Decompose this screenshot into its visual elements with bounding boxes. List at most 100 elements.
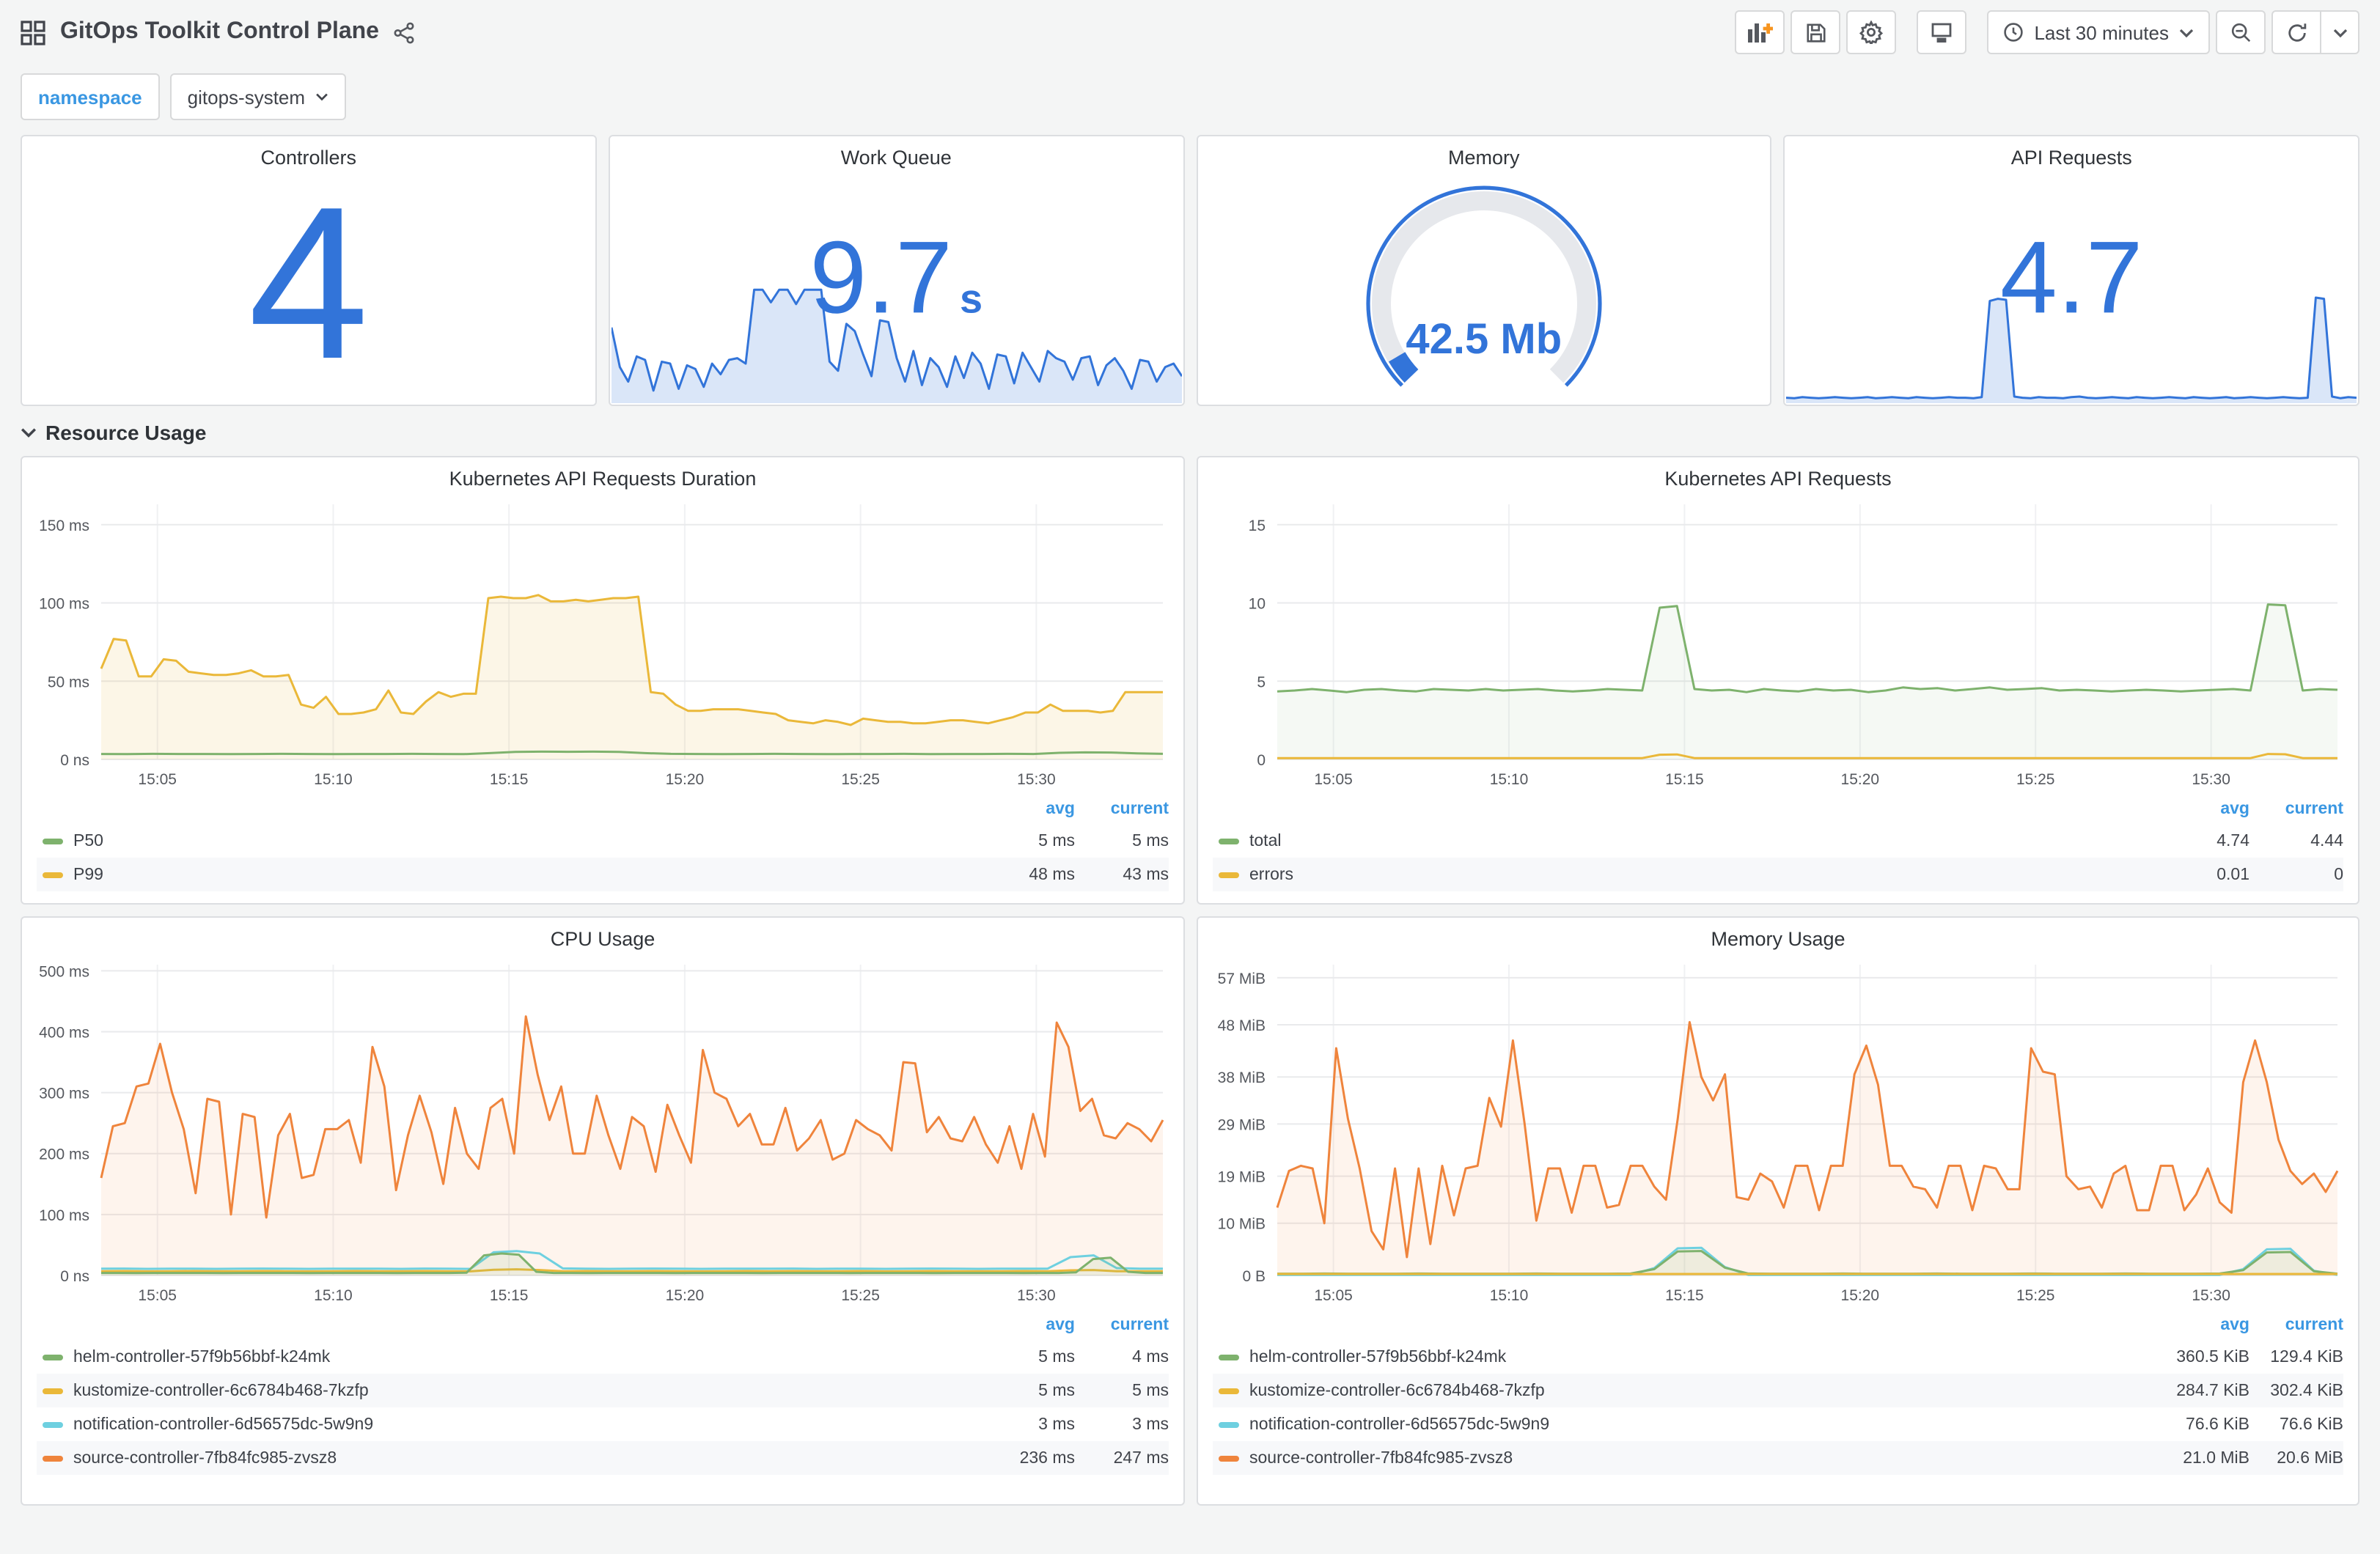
series-label[interactable]: kustomize-controller-6c6784b468-7kzfp — [1249, 1382, 1545, 1399]
variables-row: namespace gitops-system — [0, 65, 2380, 135]
duration-chart[interactable]: 15:05 15:10 15:15 15:20 15:25 15:30 0 ns 50 ms 1… — [31, 493, 1175, 792]
svg-text:0 ns: 0 ns — [60, 1268, 89, 1285]
series-avg-value: 360.5 KiB — [2176, 1348, 2249, 1366]
series-color-swatch[interactable] — [43, 838, 63, 844]
share-icon[interactable] — [394, 21, 416, 43]
legend-sort-avg[interactable]: avg — [2220, 1317, 2249, 1334]
refresh-button[interactable] — [2271, 10, 2321, 54]
svg-text:15:25: 15:25 — [2016, 1287, 2055, 1304]
save-dashboard-button[interactable] — [1790, 10, 1841, 54]
series-color-swatch[interactable] — [1219, 1455, 1239, 1461]
legend-header: avg current — [1213, 1311, 2343, 1340]
api-requests-sparkline[interactable] — [1786, 290, 2357, 404]
legend-sort-current[interactable]: current — [2285, 800, 2343, 818]
series-color-swatch[interactable] — [1219, 1354, 1239, 1360]
series-color-swatch[interactable] — [1219, 838, 1239, 844]
panel-title[interactable]: API Requests — [2010, 147, 2132, 169]
legend-sort-current[interactable]: current — [1110, 1317, 1169, 1334]
series-label[interactable]: helm-controller-57f9b56bbf-k24mk — [1249, 1348, 1507, 1366]
legend-sort-current[interactable]: current — [2285, 1317, 2343, 1334]
series-color-swatch[interactable] — [43, 1455, 63, 1461]
series-label[interactable]: total — [1249, 832, 1282, 850]
namespace-variable-value: gitops-system — [187, 86, 306, 108]
chart-svg: 15:05 15:10 15:15 15:20 15:25 15:30 0 5 10 15 — [1249, 504, 2338, 788]
svg-text:300 ms: 300 ms — [39, 1086, 89, 1102]
memory-chart[interactable]: 15:05 15:10 15:15 15:20 15:25 15:30 0 B 10 MiB 1… — [1207, 953, 2349, 1308]
series-color-swatch[interactable] — [43, 1354, 63, 1360]
series-avg-value: 284.7 KiB — [2176, 1382, 2249, 1399]
series-current-value: 43 ms — [1123, 866, 1169, 883]
series-avg-value: 5 ms — [1038, 832, 1075, 850]
panel-title[interactable]: Kubernetes API Requests — [1664, 468, 1892, 490]
panel-title[interactable]: Memory Usage — [1711, 928, 1845, 950]
series-label[interactable]: P50 — [73, 832, 103, 850]
series-label[interactable]: notification-controller-6d56575dc-5w9n9 — [1249, 1415, 1550, 1433]
legend-row: notification-controller-6d56575dc-5w9n9 3… — [37, 1407, 1169, 1441]
kiosk-mode-button[interactable] — [1917, 10, 1967, 54]
panel-title[interactable]: Memory — [1447, 147, 1520, 169]
work-queue-sparkline[interactable] — [610, 274, 1183, 404]
series-current-value: 5 ms — [1132, 1382, 1169, 1399]
series-current-value: 302.4 KiB — [2270, 1382, 2343, 1399]
svg-text:200 ms: 200 ms — [39, 1146, 89, 1163]
svg-text:400 ms: 400 ms — [39, 1024, 89, 1041]
zoom-out-time-button[interactable] — [2216, 10, 2266, 54]
svg-text:15:15: 15:15 — [1665, 771, 1704, 788]
series-avg-value: 3 ms — [1038, 1415, 1075, 1433]
requests-chart[interactable]: 15:05 15:10 15:15 15:20 15:25 15:30 0 5 10 15 — [1207, 493, 2349, 792]
series-label[interactable]: source-controller-7fb84fc985-zvsz8 — [1249, 1449, 1513, 1467]
panel-title[interactable]: Work Queue — [840, 147, 952, 169]
legend-header: avg current — [1213, 795, 2343, 824]
memory-gauge-value: 42.5 Mb — [1406, 317, 1562, 364]
legend-sort-current[interactable]: current — [1110, 800, 1169, 818]
svg-text:0: 0 — [1257, 752, 1266, 769]
series-label[interactable]: P99 — [73, 866, 103, 883]
svg-text:15:10: 15:10 — [314, 1287, 353, 1304]
chevron-down-icon — [316, 93, 328, 101]
section-resource-usage[interactable]: Resource Usage — [21, 421, 2359, 444]
refresh-interval-dropdown[interactable] — [2321, 10, 2359, 54]
svg-text:15:15: 15:15 — [490, 771, 529, 788]
series-label[interactable]: errors — [1249, 866, 1294, 883]
legend-sort-avg[interactable]: avg — [1046, 1317, 1075, 1334]
time-range-picker[interactable]: Last 30 minutes — [1987, 10, 2210, 54]
svg-text:150 ms: 150 ms — [39, 518, 89, 534]
legend-sort-avg[interactable]: avg — [1046, 800, 1075, 818]
svg-text:15:25: 15:25 — [841, 771, 880, 788]
panel-k8s-api-requests: Kubernetes API Requests 15:05 15:10 15:15 1… — [1197, 456, 2359, 905]
legend-header: avg current — [37, 795, 1169, 824]
svg-text:15:10: 15:10 — [314, 771, 353, 788]
panel-title[interactable]: Controllers — [260, 147, 357, 169]
panel-cpu-usage: CPU Usage 15:05 15:10 15:15 15:20 15:25 15:30… — [21, 916, 1185, 1506]
legend-row: P50 5 ms 5 ms — [37, 824, 1169, 858]
dashboard-settings-button[interactable] — [1846, 10, 1897, 54]
series-current-value: 76.6 KiB — [2280, 1415, 2343, 1433]
series-current-value: 4 ms — [1132, 1348, 1169, 1366]
series-color-swatch[interactable] — [1219, 1388, 1239, 1393]
add-panel-button[interactable] — [1735, 10, 1785, 54]
legend-sort-avg[interactable]: avg — [2220, 800, 2249, 818]
svg-text:50 ms: 50 ms — [48, 674, 89, 691]
series-label[interactable]: helm-controller-57f9b56bbf-k24mk — [73, 1348, 331, 1366]
timeseries-row-2: CPU Usage 15:05 15:10 15:15 15:20 15:25 15:30… — [21, 916, 2359, 1506]
panel-title[interactable]: CPU Usage — [550, 928, 655, 950]
cpu-chart[interactable]: 15:05 15:10 15:15 15:20 15:25 15:30 0 ns 100 ms… — [31, 953, 1175, 1308]
series-label[interactable]: kustomize-controller-6c6784b468-7kzfp — [73, 1382, 369, 1399]
panel-title[interactable]: Kubernetes API Requests Duration — [449, 468, 757, 490]
svg-text:48 MiB: 48 MiB — [1218, 1017, 1266, 1034]
stat-panels-row: Controllers 4 Work Queue 9.7 s Memory 42.… — [21, 135, 2359, 406]
chevron-down-icon — [2332, 28, 2347, 37]
chevron-down-icon — [2179, 28, 2194, 37]
namespace-variable-select[interactable]: gitops-system — [169, 73, 347, 120]
legend-row: source-controller-7fb84fc985-zvsz8 21.0 M… — [1213, 1441, 2343, 1475]
apps-grid-icon[interactable] — [21, 20, 45, 45]
series-color-swatch[interactable] — [1219, 1421, 1239, 1427]
legend-row: kustomize-controller-6c6784b468-7kzfp 5 m… — [37, 1374, 1169, 1407]
series-label[interactable]: source-controller-7fb84fc985-zvsz8 — [73, 1449, 337, 1467]
series-color-swatch[interactable] — [1219, 872, 1239, 877]
series-label[interactable]: notification-controller-6d56575dc-5w9n9 — [73, 1415, 374, 1433]
series-color-swatch[interactable] — [43, 1421, 63, 1427]
series-color-swatch[interactable] — [43, 872, 63, 877]
series-color-swatch[interactable] — [43, 1388, 63, 1393]
chart-svg: 15:05 15:10 15:15 15:20 15:25 15:30 0 B 10 MiB 1… — [1218, 965, 2339, 1304]
